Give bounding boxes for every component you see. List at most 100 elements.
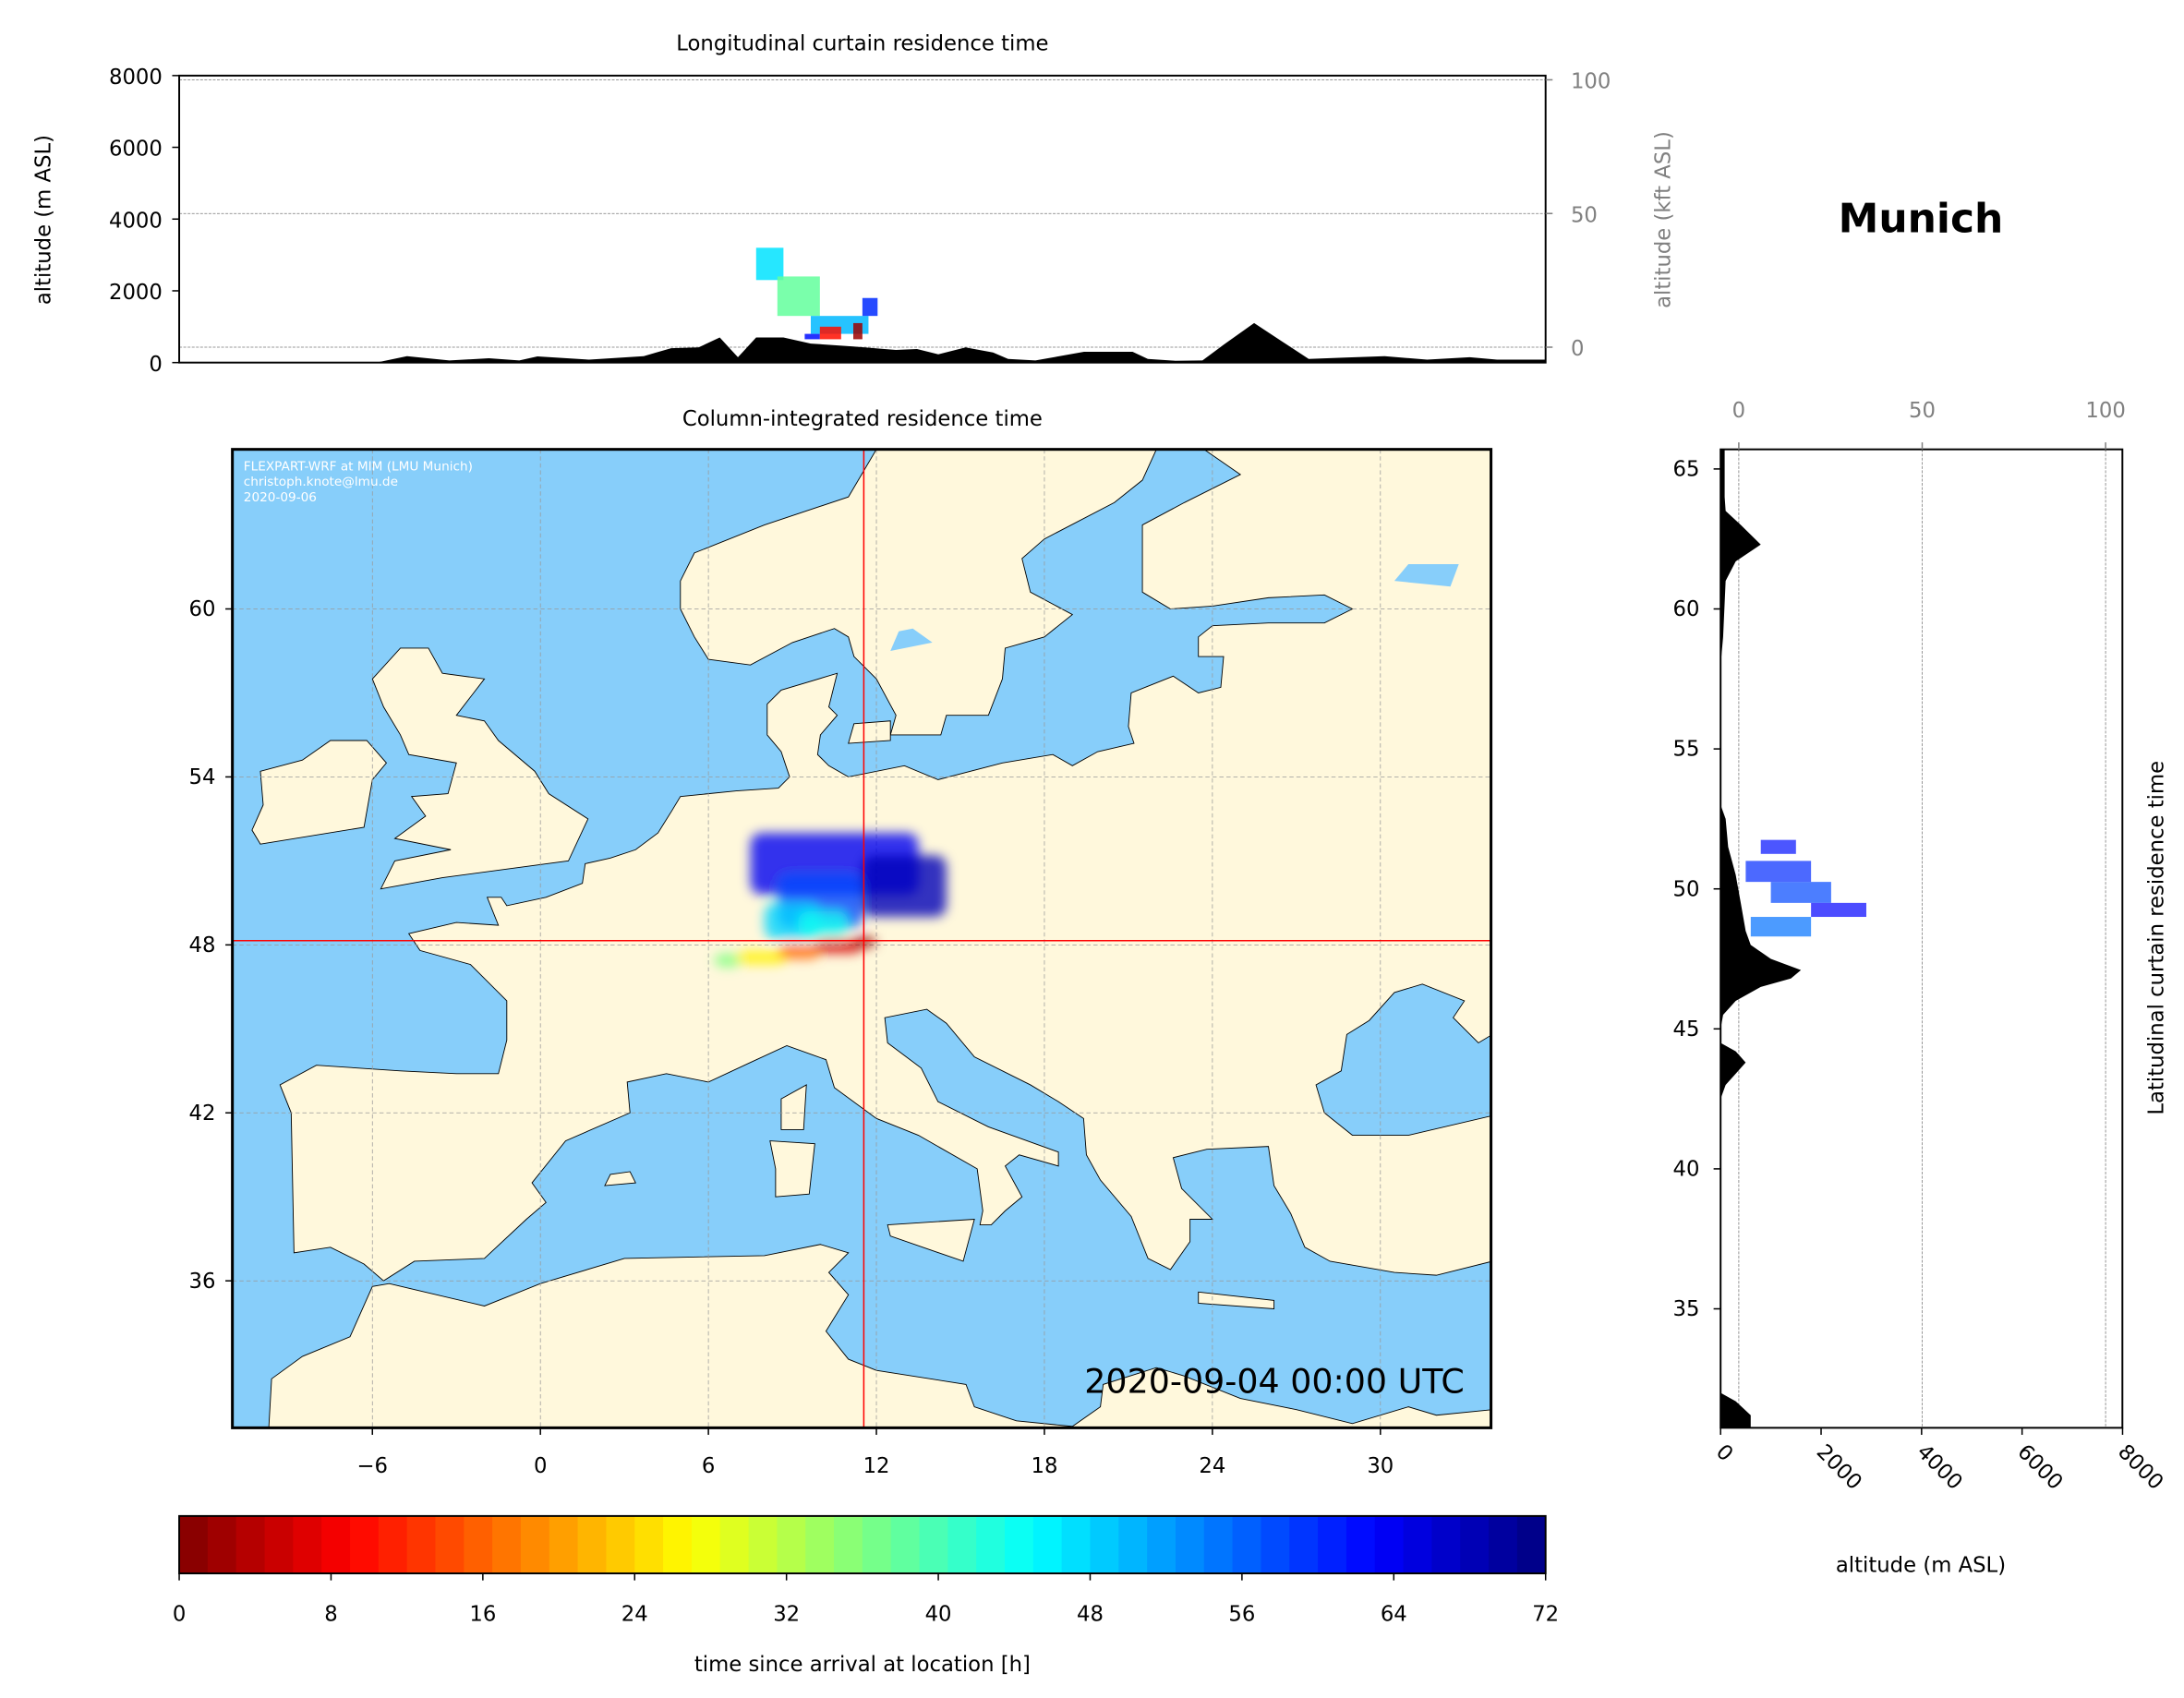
- colorbar-tick-label: 72: [1532, 1603, 1559, 1627]
- colorbar-swatch: [1489, 1515, 1518, 1574]
- y-tick-label: 54: [189, 765, 216, 789]
- plume-cell: [798, 910, 849, 937]
- colorbar-swatch: [1090, 1515, 1120, 1574]
- colorbar-swatch: [321, 1515, 351, 1574]
- top-ylabel-right: altitude (kft ASL): [1652, 131, 1676, 308]
- y-tick-label: 40: [1673, 1157, 1700, 1181]
- land-sardinia: [769, 1140, 815, 1198]
- watermark-line-1: FLEXPART-WRF at MIM (LMU Munich): [244, 459, 473, 474]
- y-tick-label: 2000: [109, 281, 163, 305]
- colorbar-swatch: [378, 1515, 408, 1574]
- watermark-line-2: christoph.knote@lmu.de: [244, 475, 398, 489]
- kft-tick-label: 0: [1732, 399, 1745, 423]
- colorbar-swatch: [1147, 1515, 1176, 1574]
- colorbar-swatch: [1261, 1515, 1291, 1574]
- kft-tick-label: 100: [2085, 399, 2125, 423]
- colorbar-swatch: [890, 1515, 921, 1574]
- colorbar-swatch: [748, 1515, 778, 1574]
- colorbar-swatch: [691, 1515, 721, 1574]
- watermark-line-3: 2020-09-06: [244, 490, 317, 505]
- colorbar-swatch: [350, 1515, 380, 1574]
- colorbar-swatch: [919, 1515, 949, 1574]
- lake: [890, 628, 933, 651]
- y-tick-label: 60: [189, 597, 216, 621]
- colorbar-swatch: [1374, 1515, 1405, 1574]
- x-tick-label: 0: [1711, 1440, 1738, 1467]
- y-tick-label: 65: [1673, 457, 1700, 481]
- terrain-profile: [179, 322, 1546, 363]
- colorbar-tick-label: 8: [324, 1603, 337, 1627]
- colorbar-swatch: [492, 1515, 522, 1574]
- lake: [1394, 563, 1459, 587]
- colorbar-swatch: [1289, 1515, 1319, 1574]
- plume-cell: [862, 855, 947, 918]
- plume-cell: [814, 939, 863, 954]
- colorbar: 0 8 16 24 32 40 48 56 64 72: [173, 1514, 1559, 1627]
- timestamp: 2020-09-04 00:00 UTC: [1084, 1361, 1464, 1401]
- colorbar-swatch: [606, 1515, 636, 1574]
- land-great-britain: [371, 647, 589, 890]
- colorbar-swatch: [976, 1515, 1006, 1574]
- colorbar-swatch: [435, 1515, 465, 1574]
- y-tick-label: 6000: [109, 138, 163, 162]
- right-curtain-title: Latitudinal curtain residence time: [2144, 761, 2168, 1115]
- latitudinal-curtain: 0 50 100 0 2000 4000 6000 8000 35 40 45 50 55 60 65: [1673, 399, 2168, 1495]
- plume-cell: [755, 247, 784, 281]
- colorbar-swatch: [1403, 1515, 1433, 1574]
- plume-cell: [819, 326, 841, 340]
- y-tick-label: 36: [189, 1270, 216, 1294]
- kft-tick-label: 100: [1571, 70, 1611, 94]
- release-crosshair: [232, 449, 1491, 1428]
- y-tick-label: 8000: [109, 66, 163, 90]
- x-tick-label: 6000: [2012, 1440, 2067, 1495]
- y-tick-label: 42: [189, 1102, 216, 1126]
- colorbar-swatch: [1118, 1515, 1148, 1574]
- colorbar-swatch: [549, 1515, 579, 1574]
- y-tick-label: 55: [1673, 738, 1700, 762]
- colorbar-swatch: [464, 1515, 493, 1574]
- top-curtain-title: Longitudinal curtain residence time: [676, 32, 1048, 56]
- x-tick-label: −6: [357, 1454, 389, 1478]
- colorbar-swatch: [834, 1515, 863, 1574]
- x-tick-label: 2000: [1812, 1440, 1866, 1495]
- colorbar-swatch: [1460, 1515, 1490, 1574]
- x-tick-label: 0: [534, 1454, 547, 1478]
- colorbar-tick-label: 32: [773, 1603, 800, 1627]
- plume-cell: [714, 953, 742, 968]
- map[interactable]: FLEXPART-WRF at MIM (LMU Munich) christo…: [189, 448, 1493, 1478]
- colorbar-swatch: [1431, 1515, 1461, 1574]
- colorbar-swatch: [293, 1515, 322, 1574]
- plume-cell: [778, 945, 821, 959]
- land-crete: [1198, 1291, 1275, 1310]
- colorbar-swatch: [520, 1515, 550, 1574]
- colorbar-swatch: [1516, 1515, 1547, 1574]
- colorbar-tick-label: 56: [1228, 1603, 1255, 1627]
- x-tick-label: 4000: [1913, 1440, 1967, 1495]
- colorbar-swatch: [862, 1515, 892, 1574]
- x-tick-label: 18: [1031, 1454, 1057, 1478]
- colorbar-swatch: [1203, 1515, 1234, 1574]
- colorbar-swatch: [577, 1515, 608, 1574]
- x-tick-label: 12: [863, 1454, 890, 1478]
- land-scandinavia: [680, 449, 1157, 736]
- plume-cell: [1760, 839, 1796, 854]
- land-corsica: [780, 1084, 807, 1130]
- location-title: Munich: [1839, 196, 2004, 243]
- colorbar-swatch: [663, 1515, 693, 1574]
- colorbar-tick-label: 40: [925, 1603, 952, 1627]
- x-tick-label: 8000: [2113, 1440, 2167, 1495]
- colorbar-swatch: [1005, 1515, 1034, 1574]
- colorbar-swatch: [1345, 1515, 1376, 1574]
- colorbar-tick-label: 0: [173, 1603, 186, 1627]
- plume-cell: [1770, 882, 1831, 903]
- kft-tick-label: 50: [1909, 399, 1936, 423]
- land-mallorca: [604, 1171, 636, 1186]
- x-tick-label: 24: [1199, 1454, 1225, 1478]
- plume-cell: [1750, 917, 1812, 937]
- colorbar-swatch: [179, 1515, 209, 1574]
- colorbar-swatch: [1061, 1515, 1092, 1574]
- longitudinal-curtain: 0 50 100 0 2000 4000 6000 8000: [109, 66, 1611, 377]
- land-sicily: [887, 1218, 975, 1262]
- plume-cell: [777, 276, 820, 317]
